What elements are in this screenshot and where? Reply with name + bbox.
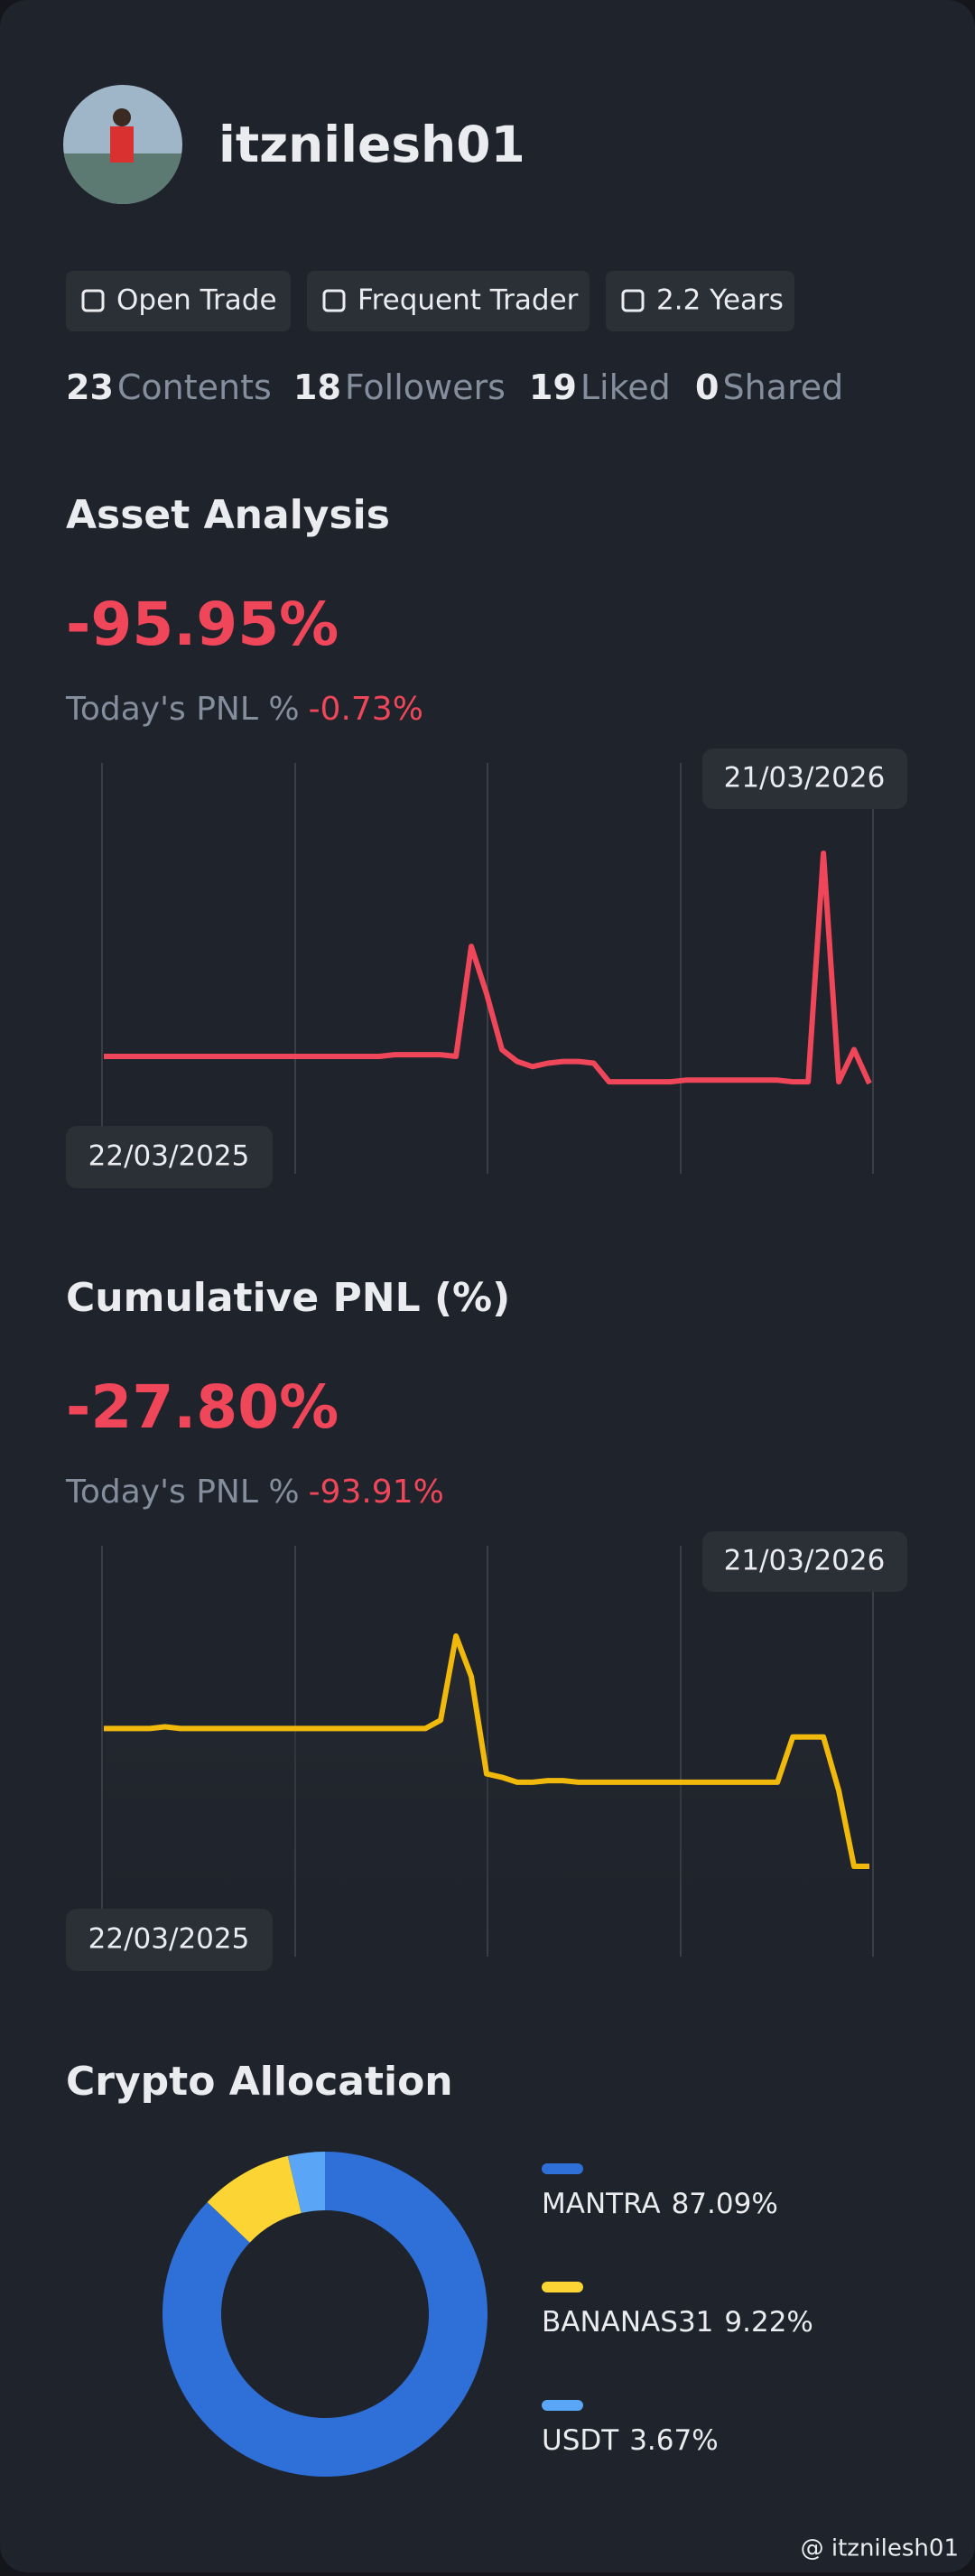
today-pnl: Today's PNL % -93.91%: [65, 1474, 444, 1511]
donut-segment: [287, 2151, 325, 2214]
area: [104, 1636, 869, 1957]
stat: 23 Contents: [66, 367, 272, 407]
pnl-value: -95.95%: [66, 590, 339, 659]
donut-segment: [207, 2155, 302, 2243]
pnl-value: -27.80%: [66, 1372, 339, 1442]
badge[interactable]: [307, 271, 590, 331]
legend-name: BANANAS31: [542, 2306, 713, 2339]
badge[interactable]: [606, 271, 794, 331]
stat-value: 19: [529, 367, 577, 407]
today-value: -0.73%: [309, 691, 423, 728]
section-title: Crypto Allocation: [66, 2059, 453, 2105]
start-date: 22/03/2025: [88, 1140, 250, 1173]
date-tag: [702, 1531, 907, 1592]
badge-label: 2.2 Years: [656, 284, 784, 317]
badge-icon: [621, 289, 645, 312]
legend-entry: MANTRA 87.09%: [542, 2188, 778, 2220]
date-tag: [66, 1126, 273, 1188]
legend-value: 3.67%: [629, 2424, 718, 2457]
badge[interactable]: [66, 271, 291, 331]
watermark: @ itznilesh01: [801, 2535, 959, 2562]
date-tag: [66, 1909, 273, 1971]
section-title: Cumulative PNL (%): [66, 1275, 510, 1321]
legend-name: USDT: [542, 2424, 619, 2457]
date-tag: [702, 749, 907, 809]
stat-label: Liked: [580, 367, 671, 407]
stat-label: Shared: [722, 367, 843, 407]
stat: 18 Followers: [293, 367, 506, 407]
stat: 19 Liked: [529, 367, 671, 407]
today-value: -93.91%: [309, 1474, 444, 1511]
legend-value: 9.22%: [724, 2306, 812, 2339]
legend-entry: USDT 3.67%: [542, 2424, 719, 2457]
today-label: Today's PNL %: [65, 691, 300, 728]
stat-value: 18: [293, 367, 341, 407]
end-date: 21/03/2026: [724, 762, 886, 795]
legend-swatch: [542, 2400, 583, 2411]
donut-segment: [162, 2152, 488, 2478]
legend-name: MANTRA: [542, 2188, 661, 2220]
start-date: 22/03/2025: [88, 1923, 250, 1956]
section-title: Asset Analysis: [66, 492, 390, 538]
username: itznilesh01: [218, 116, 525, 173]
stat-value: 0: [695, 367, 719, 407]
stat-label: Followers: [345, 367, 506, 407]
avatar[interactable]: [63, 85, 182, 204]
today-label: Today's PNL %: [65, 1474, 300, 1511]
legend-swatch: [542, 2282, 583, 2292]
stat-value: 23: [66, 367, 114, 407]
line: [104, 851, 872, 1085]
badge-label: Open Trade: [116, 284, 277, 317]
badge-icon: [81, 289, 105, 312]
legend-entry: BANANAS31 9.22%: [542, 2306, 813, 2339]
badge-icon: [322, 289, 346, 312]
stat: 0 Shared: [695, 367, 843, 407]
legend-value: 87.09%: [672, 2188, 778, 2220]
legend-swatch: [542, 2163, 583, 2174]
badge-label: Frequent Trader: [358, 284, 579, 317]
today-pnl: Today's PNL % -0.73%: [65, 691, 423, 728]
line: [104, 1633, 869, 1869]
end-date: 21/03/2026: [724, 1545, 886, 1577]
stat-label: Contents: [117, 367, 272, 407]
